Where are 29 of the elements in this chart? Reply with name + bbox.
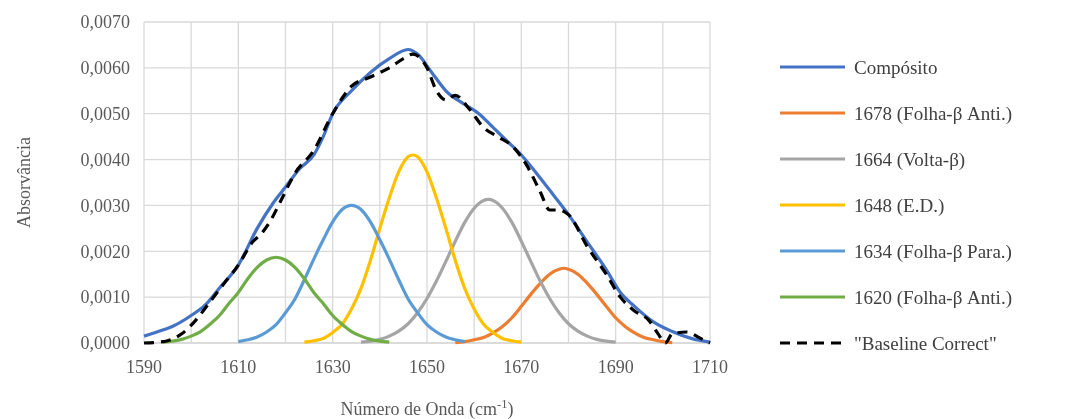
legend-label: 1634 (Folha-β Para.) (854, 240, 1012, 263)
x-axis-title: Número de Onda (cm$^{-1}$) (340, 397, 514, 419)
legend-label: Compósito (854, 56, 938, 78)
line-series (302, 153, 523, 344)
y-tick-label: 0,0000 (80, 333, 130, 354)
legend-label: 1664 (Volta-β) (854, 148, 966, 171)
y-tick-label: 0,0060 (80, 58, 130, 79)
legend-label: 1620 (Folha-β Anti.) (854, 286, 1012, 309)
y-tick-label: 0,0030 (80, 195, 130, 216)
line-series (161, 255, 391, 344)
line-series (359, 197, 618, 344)
x-tick-label: 1650 (409, 357, 445, 377)
y-axis-title: Absorvância (14, 137, 34, 228)
x-tick-label: 1710 (692, 357, 728, 377)
y-tick-label: 0,0040 (80, 149, 130, 170)
legend-label: "Baseline Correct" (854, 332, 997, 354)
x-tick-label: 1670 (503, 357, 540, 377)
line-series (236, 203, 467, 344)
y-tick-label: 0,0020 (80, 241, 130, 262)
y-tick-label: 0,0010 (80, 287, 130, 308)
legend-label: 1648 (E.D.) (854, 194, 945, 217)
y-tick-label: 0,0050 (80, 104, 130, 125)
y-tick-label: 0,0070 (80, 12, 130, 33)
x-tick-label: 1690 (597, 357, 634, 377)
x-tick-label: 1630 (314, 357, 351, 377)
x-tick-label: 1590 (126, 357, 162, 377)
line-series (453, 266, 674, 345)
legend-label: 1678 (Folha-β Anti.) (854, 102, 1012, 125)
x-tick-label: 1610 (220, 357, 257, 377)
